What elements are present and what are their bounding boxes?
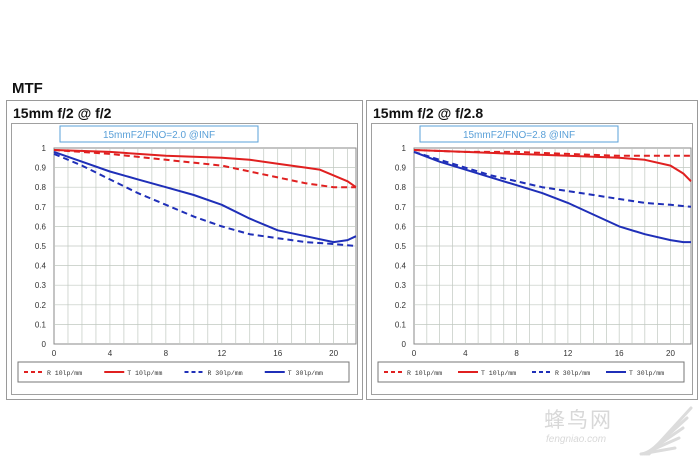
y-tick-label: 0 — [402, 340, 407, 349]
x-tick-label: 4 — [463, 349, 468, 358]
legend-label: T 30lp/mm — [629, 370, 664, 377]
y-tick-label: 0.8 — [395, 183, 407, 192]
x-tick-label: 16 — [615, 349, 624, 358]
y-tick-label: 0.6 — [35, 222, 47, 231]
legend-label: T 30lp/mm — [288, 370, 323, 377]
y-tick-label: 0.7 — [395, 203, 407, 212]
chart-subtitle: 15mmF2/FNO=2.8 @INF — [463, 130, 575, 141]
series-line — [53, 152, 357, 247]
x-tick-label: 8 — [164, 349, 169, 358]
y-tick-label: 0.4 — [395, 262, 407, 271]
y-tick-label: 0.5 — [35, 242, 47, 251]
chart-panel-right: 15mm f/2 @ f/2.8 15mmF2/FNO=2.8 @INF 0 0.1… — [366, 100, 698, 400]
series-line — [53, 149, 356, 189]
legend-label: R 10lp/mm — [407, 370, 442, 377]
watermark: 蜂鸟网 fengniao.com — [544, 404, 694, 460]
y-tick-label: 1 — [42, 144, 47, 153]
y-tick-label: 0.1 — [35, 320, 47, 329]
series-line — [53, 150, 357, 244]
y-tick-label: 0.3 — [35, 281, 47, 290]
chart-subtitle-box — [59, 125, 259, 143]
x-tick-label: 12 — [563, 349, 572, 358]
chart-title: 15mm f/2 @ f/2.8 — [373, 105, 484, 121]
legend-box — [377, 361, 685, 383]
series-line — [413, 150, 692, 208]
y-tick-label: 0.7 — [35, 203, 47, 212]
legend-label: R 30lp/mm — [208, 370, 243, 377]
x-tick-label: 0 — [52, 349, 57, 358]
x-tick-label: 0 — [412, 349, 417, 358]
legend-label: R 10lp/mm — [47, 370, 82, 377]
x-tick-label: 8 — [514, 349, 519, 358]
x-tick-label: 20 — [329, 349, 338, 358]
series-line — [413, 150, 691, 244]
y-tick-label: 0.8 — [35, 183, 47, 192]
y-tick-label: 0.5 — [395, 242, 407, 251]
x-tick-label: 4 — [108, 349, 113, 358]
legend-label: T 10lp/mm — [127, 370, 162, 377]
legend-box — [17, 361, 350, 383]
watermark-text: 蜂鸟网 — [544, 408, 613, 432]
y-tick-label: 0.3 — [395, 281, 407, 290]
y-tick-label: 0.6 — [395, 222, 407, 231]
watermark-logo-icon — [639, 406, 693, 456]
y-tick-label: 0.1 — [395, 320, 407, 329]
y-tick-label: 0.9 — [35, 164, 47, 173]
mtf-chart-f2: 15mmF2/FNO=2.0 @INF 0 0.1 0.2 0.3 0.4 0.5 0.6 0.… — [17, 125, 357, 383]
x-tick-label: 16 — [273, 349, 282, 358]
chart-subtitle: 15mmF2/FNO=2.0 @INF — [103, 130, 215, 141]
watermark-subtext: fengniao.com — [546, 434, 607, 445]
y-tick-label: 0.9 — [395, 164, 407, 173]
x-tick-label: 20 — [666, 349, 675, 358]
y-tick-label: 0.2 — [35, 301, 47, 310]
y-tick-label: 0.4 — [35, 262, 47, 271]
y-tick-label: 0.2 — [395, 301, 407, 310]
chart-panel-left: 15mm f/2 @ f/2 15mmF2/FNO=2.0 @INF 0 0.1 0.… — [6, 100, 363, 400]
legend-label: T 10lp/mm — [481, 370, 516, 377]
chart-subtitle-box — [419, 125, 619, 143]
legend-label: R 30lp/mm — [555, 370, 590, 377]
mtf-chart-f2-8: 15mmF2/FNO=2.8 @INF 0 0.1 0.2 0.3 0.4 0.5 0.6 0.… — [377, 125, 692, 383]
page-heading: MTF — [12, 80, 43, 97]
y-tick-label: 1 — [402, 144, 407, 153]
series-line — [413, 149, 692, 183]
chart-frame: 15mmF2/FNO=2.8 @INF 0 0.1 0.2 0.3 0.4 0.5 0.6 0.… — [371, 123, 693, 395]
chart-frame: 15mmF2/FNO=2.0 @INF 0 0.1 0.2 0.3 0.4 0.5 0.6 0.… — [11, 123, 358, 395]
series-line — [53, 149, 357, 189]
x-tick-label: 12 — [217, 349, 226, 358]
chart-title: 15mm f/2 @ f/2 — [13, 105, 112, 121]
y-tick-label: 0 — [42, 340, 47, 349]
